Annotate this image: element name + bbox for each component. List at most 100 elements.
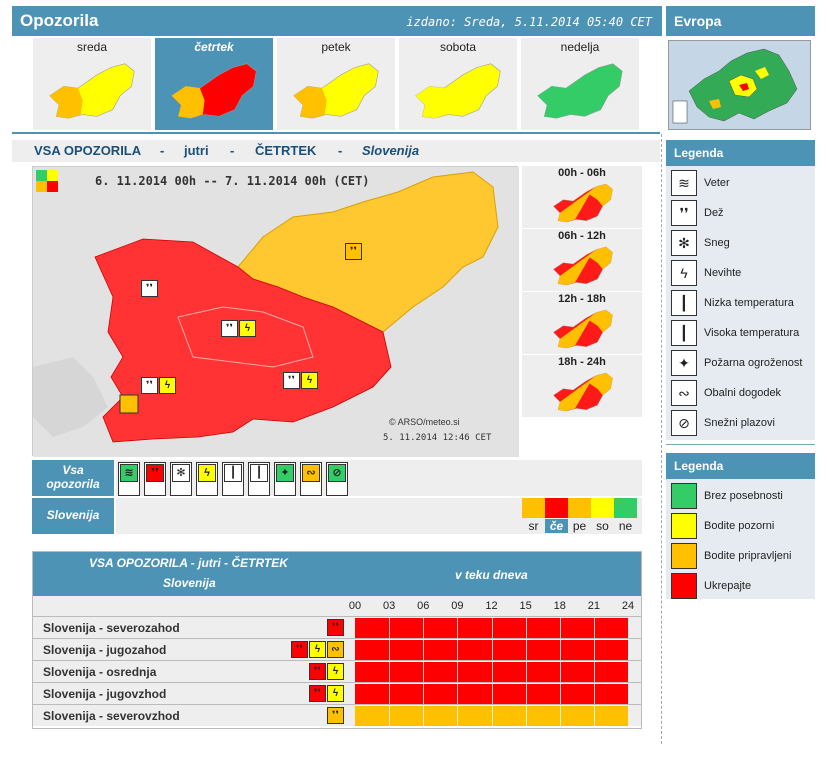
- table-row[interactable]: Slovenija - jugozahod ❜❜ ϟ ∾: [33, 638, 641, 660]
- timeline-gridline: [559, 618, 561, 638]
- legend-label: Požarna ogroženost: [704, 357, 803, 369]
- legend-item: ✻ Sneg: [671, 230, 811, 256]
- day-color-swatch: [614, 498, 637, 518]
- column-divider: [661, 134, 662, 744]
- table-row[interactable]: Slovenija - osrednja ❜❜ ϟ: [33, 660, 641, 682]
- rain-icon-swatch: ❜❜: [146, 464, 164, 482]
- time-slot[interactable]: 12h - 18h: [522, 292, 642, 354]
- subtitle-separator: -: [230, 143, 235, 158]
- region-warning-icon: ❜❜: [291, 641, 308, 658]
- legend-item: Bodite pripravljeni: [671, 543, 811, 571]
- legend-label: Snežni plazovi: [704, 417, 775, 429]
- time-slot[interactable]: 18h - 24h: [522, 355, 642, 417]
- day-tab-4[interactable]: nedelja: [521, 38, 639, 130]
- fire-danger-icon[interactable]: ✦: [274, 462, 296, 496]
- day-tab-3[interactable]: sobota: [399, 38, 517, 130]
- day-color-swatch: [522, 498, 545, 518]
- day-key-label: pe: [572, 519, 587, 533]
- legend-item: Bodite pozorni: [671, 513, 811, 541]
- subtitle-separator: -: [160, 143, 165, 158]
- day-tab-1[interactable]: četrtek: [155, 38, 273, 130]
- timeline-gridline: [525, 662, 527, 682]
- day-key-label: ne: [618, 519, 633, 533]
- snow-icon-swatch: ✻: [172, 464, 190, 482]
- day-tab-2[interactable]: petek: [277, 38, 395, 130]
- timeline-gridline: [457, 662, 459, 682]
- day-tab-0[interactable]: sreda: [33, 38, 151, 130]
- thunderstorm-icon[interactable]: ϟ: [196, 462, 218, 496]
- timeline-gridline: [559, 640, 561, 660]
- rain-icon: ❜❜: [141, 280, 158, 297]
- region-warning-icon: ❜❜: [309, 685, 326, 702]
- warning-timeline-bar: [355, 706, 628, 726]
- high-temperature-icon: ┃: [671, 320, 697, 346]
- low-temperature-icon[interactable]: ┃: [222, 462, 244, 496]
- thunderstorm-icon-swatch: ϟ: [198, 464, 216, 482]
- day-key-so[interactable]: so: [591, 498, 614, 533]
- timeline-gridline: [491, 662, 493, 682]
- day-map: [171, 63, 257, 119]
- time-slot[interactable]: 00h - 06h: [522, 166, 642, 228]
- europe-map[interactable]: [668, 40, 811, 130]
- timeline-gridline: [457, 706, 459, 726]
- legend-label: Nevihte: [704, 267, 742, 279]
- legend-label: Visoka temperatura: [704, 327, 800, 339]
- table-row[interactable]: Slovenija - severozahod ❜❜: [33, 616, 641, 638]
- time-slot[interactable]: 06h - 12h: [522, 229, 642, 291]
- day-color-swatch: [568, 498, 591, 518]
- timeline-gridline: [423, 684, 425, 704]
- warnings-table: VSA OPOZORILA - jutri - ČETRTEK Slovenij…: [32, 551, 642, 729]
- timeline-gridline: [525, 706, 527, 726]
- day-key-če[interactable]: če: [545, 498, 568, 533]
- snow-icon: ✻: [671, 230, 697, 256]
- snow-icon[interactable]: ✻: [170, 462, 192, 496]
- region-warning-icon: ϟ: [309, 641, 326, 658]
- region-warning-icon: ❜❜: [309, 663, 326, 680]
- day-map: [553, 372, 613, 412]
- thunderstorm-icon: ϟ: [239, 320, 256, 337]
- wind-icon[interactable]: ≋: [118, 462, 140, 496]
- rain-icon[interactable]: ❜❜: [144, 462, 166, 496]
- table-row[interactable]: Slovenija - severovzhod ❜❜: [33, 704, 641, 726]
- legend-label: Ukrepajte: [704, 580, 752, 592]
- day-color-swatch: [591, 498, 614, 518]
- coastal-event-icon[interactable]: ∾: [300, 462, 322, 496]
- avalanche-icon: ⊘: [671, 410, 697, 436]
- timeline-gridline: [593, 684, 595, 704]
- legend-label: Brez posebnosti: [704, 490, 783, 502]
- day-map: [553, 183, 613, 223]
- legend-item: ┃ Visoka temperatura: [671, 320, 811, 346]
- timeline-gridline: [559, 662, 561, 682]
- legend-item: Brez posebnosti: [671, 483, 811, 511]
- region-warning-icons: ❜❜: [327, 707, 345, 725]
- thunderstorm-icon: ϟ: [301, 372, 318, 389]
- region-warning-icons: ❜❜ ϟ: [309, 685, 345, 703]
- day-key-sr[interactable]: sr: [522, 498, 545, 533]
- rain-icon: ❜❜: [141, 377, 158, 394]
- day-key-ne[interactable]: ne: [614, 498, 637, 533]
- timeline-gridline: [423, 662, 425, 682]
- legend-item: ∾ Obalni dogodek: [671, 380, 811, 406]
- day-key-pe[interactable]: pe: [568, 498, 591, 533]
- hour-tick: 00: [348, 600, 362, 612]
- thunderstorm-icon: ϟ: [159, 377, 176, 394]
- table-row[interactable]: Slovenija - jugovzhod ❜❜ ϟ: [33, 682, 641, 704]
- hour-axis: 00 03 06 09 12 15 18 21 24: [33, 596, 641, 616]
- day-key-label: sr: [528, 519, 539, 533]
- main-warning-map[interactable]: 6. 11.2014 00h -- 7. 11.2014 00h (CET) ❜…: [32, 166, 519, 457]
- legend-item: ⊘ Snežni plazovi: [671, 410, 811, 436]
- high-temperature-icon[interactable]: ┃: [248, 462, 270, 496]
- region-name: Slovenija - jugovzhod: [43, 687, 167, 701]
- legend-item: ✦ Požarna ogroženost: [671, 350, 811, 376]
- table-title: VSA OPOZORILA - jutri - ČETRTEK: [89, 556, 288, 570]
- timeline-gridline: [457, 684, 459, 704]
- slovenia-day-row: sr če pe so ne: [116, 498, 642, 534]
- legend-label: Bodite pripravljeni: [704, 550, 792, 562]
- day-map: [293, 63, 379, 119]
- rain-icon: ❜❜: [345, 243, 362, 260]
- hour-tick: 09: [451, 600, 464, 612]
- legend-separator: [666, 444, 815, 445]
- warning-timeline-bar: [355, 618, 628, 638]
- avalanche-icon[interactable]: ⊘: [326, 462, 348, 496]
- timeline-gridline: [559, 706, 561, 726]
